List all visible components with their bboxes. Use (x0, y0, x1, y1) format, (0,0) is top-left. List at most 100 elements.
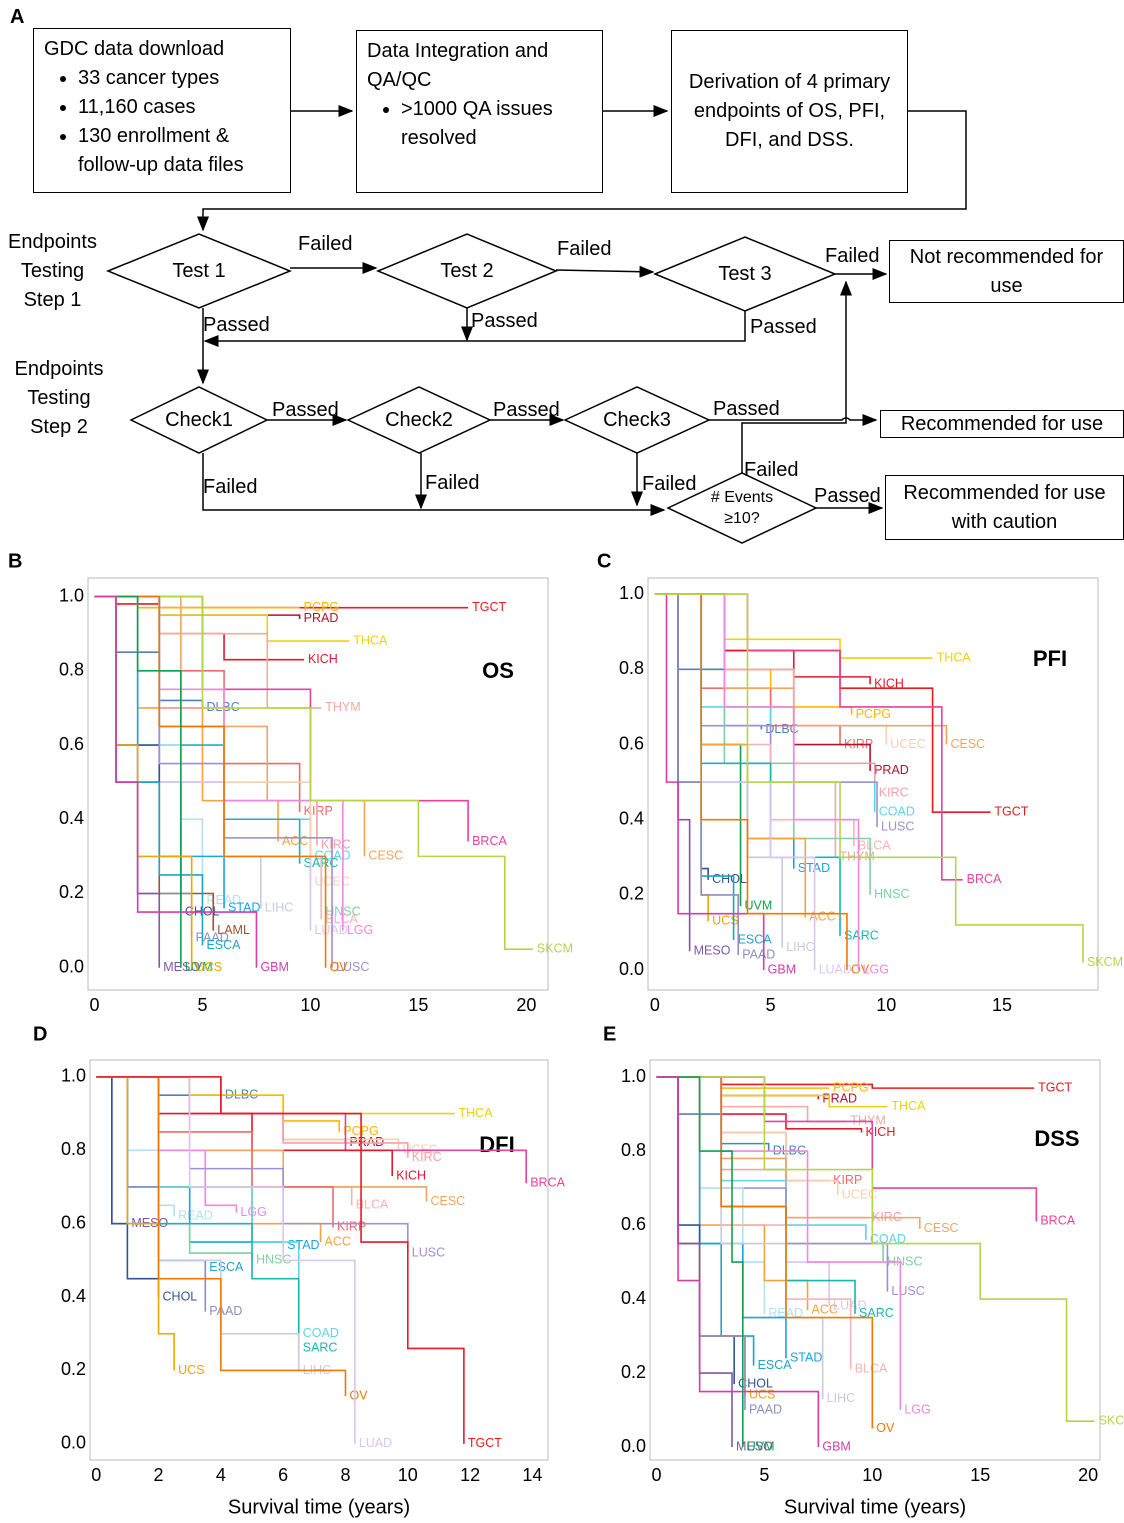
decision-shape (376, 233, 558, 309)
curve-label: CESC (430, 1194, 465, 1208)
decision-label: Test 1 (172, 259, 226, 282)
curve-label: BRCA (1040, 1214, 1075, 1228)
curve-label: LAML (217, 923, 250, 937)
x-tick-label: 4 (216, 1465, 226, 1485)
survival-curve (654, 593, 876, 813)
x-tick-label: 0 (650, 995, 660, 1015)
curve-label: ACC (325, 1234, 351, 1248)
curve-label: BRCA (530, 1176, 565, 1190)
curve-label: UCS (712, 914, 738, 928)
curve-label: OV (876, 1421, 895, 1435)
curve-label: BLCA (325, 912, 358, 926)
curve-label: OV (851, 962, 870, 976)
curve-label: HNSC (887, 1254, 922, 1268)
survival-curve (94, 595, 258, 968)
y-tick-label: 1.0 (619, 583, 644, 603)
curve-label: CESC (924, 1221, 959, 1235)
decision-label: Check2 (385, 408, 453, 431)
plot-frame (87, 577, 549, 991)
survival-curve (656, 1076, 766, 1314)
curve-label: GBM (822, 1439, 850, 1453)
x-tick-label: 12 (460, 1465, 480, 1485)
curve-label: LUSC (412, 1245, 445, 1259)
y-tick-label: 0.8 (619, 658, 644, 678)
curve-label: PAAD (742, 947, 775, 961)
process-box: Data Integration and QA/QC >1000 QA issu… (356, 30, 603, 193)
box-title: Data Integration and QA/QC (367, 40, 549, 91)
curve-label: LIHC (827, 1391, 855, 1405)
survival-curve (96, 1076, 175, 1217)
outcome-box: Not recommended for use (889, 240, 1124, 303)
plot-frame (89, 1059, 549, 1461)
process-box: Derivation of 4 primary endpoints of OS,… (671, 30, 908, 193)
curve-label: CESC (950, 737, 985, 751)
curve-label: CHOL (712, 872, 747, 886)
chart-title: PFI (1033, 646, 1067, 671)
x-tick-label: 0 (91, 1465, 101, 1485)
decision-label: # Events ≥10? (710, 489, 774, 527)
box-title: GDC data download (44, 38, 225, 60)
panel-label: A (10, 6, 25, 28)
curve-label: LGG (863, 962, 889, 976)
survival-curve (656, 1076, 820, 1448)
x-tick-label: 15 (970, 1465, 990, 1485)
survival-curve (654, 593, 878, 828)
chart-title: DFI (479, 1132, 514, 1157)
edge-label: Failed (744, 459, 799, 481)
y-tick-label: 0.6 (619, 733, 644, 753)
chart-title: OS (482, 658, 514, 683)
survival-curve (94, 595, 469, 609)
x-tick-label: 20 (516, 995, 536, 1015)
curve-label: ACC (812, 1302, 838, 1316)
curve-label: SARC (844, 929, 879, 943)
curve-label: UVM (747, 1439, 775, 1453)
survival-curve (96, 1076, 238, 1213)
x-tick-label: 8 (340, 1465, 350, 1485)
x-tick-label: 10 (876, 995, 896, 1015)
curve-label: PCPG (304, 600, 339, 614)
curve-label: SKCM (1099, 1413, 1124, 1427)
x-tick-label: 10 (300, 995, 320, 1015)
survival-curve (94, 595, 533, 950)
y-tick-label: 0.4 (619, 808, 644, 828)
survival-curve (654, 593, 763, 730)
curve-label: CHOL (163, 1289, 198, 1303)
curve-label: LUAD (314, 923, 347, 937)
curve-label: KIRP (833, 1173, 862, 1187)
survival-curve (96, 1076, 465, 1444)
edge-label: Passed (814, 485, 881, 507)
curve-label: THCA (891, 1099, 926, 1113)
curve-label: THYM (325, 700, 360, 714)
curve-label: PAAD (749, 1402, 782, 1416)
curve-label: KIRC (879, 786, 909, 800)
y-tick-label: 0.8 (61, 1139, 86, 1159)
plot-frame (649, 1059, 1101, 1461)
y-tick-label: 1.0 (621, 1066, 646, 1086)
x-tick-label: 20 (1078, 1465, 1098, 1485)
curve-label: ESCA (206, 938, 241, 952)
chart-title: DSS (1034, 1126, 1079, 1151)
curve-label: PRAD (304, 611, 339, 625)
curve-label: THCA (353, 633, 388, 647)
y-tick-label: 0.2 (61, 1359, 86, 1379)
curve-label: LGG (240, 1205, 266, 1219)
curve-label: ACC (809, 910, 835, 924)
curve-label: SARC (303, 1341, 338, 1355)
curve-label: UCEC (890, 737, 925, 751)
curve-label: CESC (368, 849, 403, 863)
y-tick-label: 0.6 (59, 734, 84, 754)
survival-curve (654, 593, 709, 922)
curve-label: ESCA (209, 1260, 244, 1274)
curve-label: STAD (228, 901, 260, 915)
decision-shape (106, 233, 292, 309)
decision-label: Check1 (165, 408, 233, 431)
curve-label: KICH (866, 1125, 896, 1139)
survival-curve (94, 595, 300, 609)
curve-label: PRAD (822, 1092, 857, 1106)
curve-label: COAD (303, 1326, 339, 1340)
edge-label: Failed (425, 472, 480, 494)
curve-label: SKCM (1087, 955, 1123, 969)
box-item: 11,160 cases (78, 93, 280, 122)
